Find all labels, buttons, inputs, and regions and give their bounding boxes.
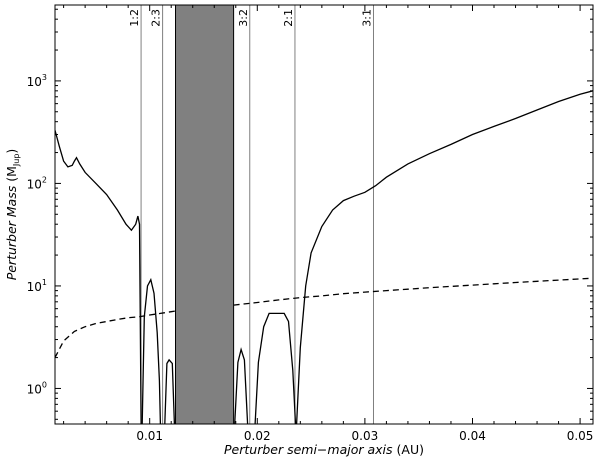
x-axis-title: Perturber semi−major axis (AU) <box>224 442 424 457</box>
series-layer <box>55 90 593 424</box>
y-tick-label: 100 <box>27 380 47 396</box>
solid-series-line <box>234 347 249 424</box>
x-tick-label: 0.02 <box>244 429 271 443</box>
x-tick-label: 0.04 <box>459 429 486 443</box>
solid-series-line <box>141 277 162 424</box>
shaded-region <box>175 4 235 425</box>
resonance-label: 3:2 <box>237 9 250 27</box>
y-tick-label-exp: 3 <box>42 73 47 82</box>
y-tick-label-base: 10 <box>27 177 42 191</box>
solid-series-line <box>164 358 176 424</box>
resonance-label: 2:3 <box>150 9 163 27</box>
solid-series-line <box>55 130 142 424</box>
y-tick-label-exp: 0 <box>42 380 47 389</box>
shaded-region-layer <box>175 4 235 425</box>
y-tick-label: 102 <box>27 175 47 191</box>
dashed-series-line <box>233 277 593 306</box>
resonance-label: 1:2 <box>128 9 141 27</box>
solid-series-line <box>295 90 593 424</box>
x-axis-title-italic: Perturber semi−major axis <box>224 442 393 457</box>
solid-series-line <box>254 312 297 424</box>
resonance-labels-layer: 1:2 2:3 3:2 2:1 3:1 <box>128 9 373 27</box>
y-axis-title-unit: (M <box>4 166 19 182</box>
y-tick-label: 101 <box>27 278 47 294</box>
plot-frame <box>54 4 594 425</box>
y-tick-label-exp: 2 <box>42 175 47 184</box>
x-axis-title-unit: (AU) <box>397 442 424 457</box>
y-axis-title-italic: Perturber Mass <box>4 185 19 280</box>
y-axis-title-unit-sub: Jup <box>12 154 21 168</box>
dashed-series-line <box>55 310 176 358</box>
x-tick-label: 0.03 <box>352 429 379 443</box>
y-tick-label: 103 <box>27 73 47 89</box>
x-tick-label: 0.01 <box>136 429 163 443</box>
y-tick-label-base: 10 <box>27 280 42 294</box>
resonance-label: 2:1 <box>282 9 295 27</box>
y-tick-label-base: 10 <box>27 382 42 396</box>
y-axis-title-unit-close: ) <box>4 149 19 154</box>
y-tick-label-exp: 1 <box>42 278 47 287</box>
resonance-label: 3:1 <box>360 9 373 27</box>
x-tick-label: 0.05 <box>567 429 594 443</box>
y-axis-title: Perturber Mass (MJup) <box>4 149 21 281</box>
y-tick-label-base: 10 <box>27 75 42 89</box>
